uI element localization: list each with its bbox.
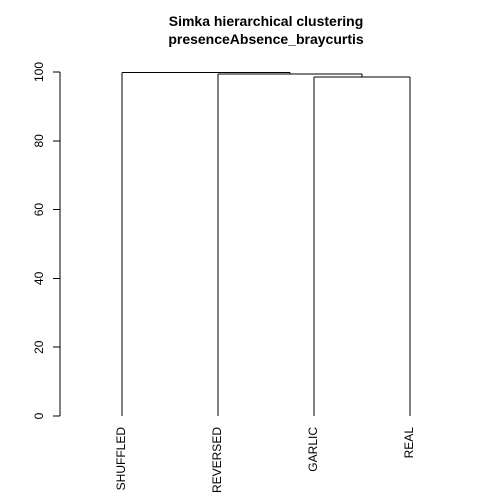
y-axis-tick-label: 100	[32, 62, 46, 82]
y-axis-tick-label: 80	[32, 134, 46, 148]
chart-title-line-1: Simka hierarchical clustering	[169, 13, 364, 29]
y-axis-tick-label: 40	[32, 271, 46, 285]
leaf-label-reversed: REVERSED	[210, 427, 224, 493]
leaf-label-real: REAL	[402, 427, 416, 459]
leaf-labels: SHUFFLED REVERSED GARLIC REAL	[114, 427, 416, 493]
chart-title-line-2: presenceAbsence_braycurtis	[168, 31, 364, 47]
y-axis-tick-label: 20	[32, 340, 46, 354]
y-axis: 0 20 40 60 80 100	[32, 62, 61, 419]
leaf-label-shuffled: SHUFFLED	[114, 427, 128, 491]
leaf-label-garlic: GARLIC	[306, 427, 320, 472]
y-axis-tick-label: 0	[32, 412, 46, 419]
y-axis-tick-label: 60	[32, 203, 46, 217]
dendrogram-branches	[121, 71, 411, 416]
